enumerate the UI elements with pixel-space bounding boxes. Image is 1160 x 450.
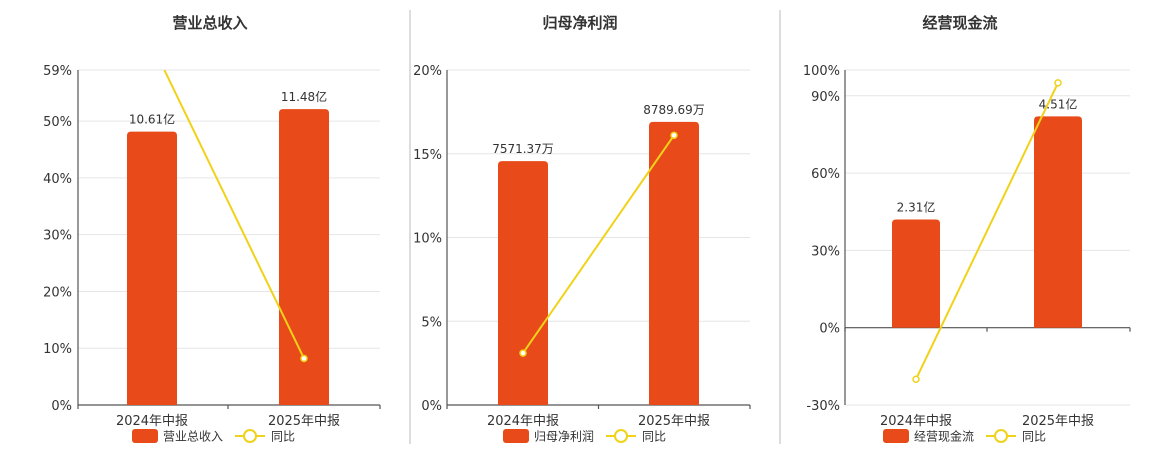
yoy-line	[915, 82, 1059, 380]
legend-line-marker	[243, 429, 257, 443]
yoy-point	[300, 354, 308, 363]
legend: 营业总收入 同比	[132, 429, 295, 444]
y-tick-label: 15%	[413, 148, 442, 163]
chart-panel-3: 经营现金流 100% 90% 60% 30% 0% -30% 2.31亿 4.51亿 2024年中…	[803, 14, 1131, 444]
bar	[649, 121, 699, 406]
yoy-point	[519, 349, 527, 357]
legend-line-label: 同比	[271, 430, 295, 444]
legend-bar-label: 营业总收入	[163, 430, 223, 444]
x-category-label: 2024年中报	[487, 414, 559, 429]
legend-bar-swatch	[883, 429, 909, 443]
yoy-point	[670, 131, 678, 140]
legend: 经营现金流 同比	[883, 429, 1046, 444]
y-tick-label: 30%	[43, 229, 72, 244]
bar	[127, 131, 177, 406]
y-tick-label: 60%	[811, 167, 840, 182]
y-tick-label: 40%	[43, 172, 72, 187]
y-tick-label: 90%	[811, 90, 840, 105]
legend-bar-label: 归母净利润	[534, 430, 594, 444]
y-tick-label: 20%	[43, 285, 72, 300]
chart-title: 归母净利润	[542, 14, 617, 32]
bar-data-label: 8789.69万	[643, 103, 705, 117]
y-tick-label: 0%	[421, 399, 442, 414]
y-tick-label: 5%	[421, 315, 442, 330]
x-category-label: 2025年中报	[1022, 414, 1094, 429]
x-category-label: 2024年中报	[880, 414, 952, 429]
y-tick-label: 20%	[413, 64, 442, 79]
bar-data-label: 7571.37万	[492, 142, 554, 156]
yoy-point	[1054, 79, 1062, 87]
y-tick-label: 10%	[43, 342, 72, 357]
x-category-label: 2025年中报	[268, 414, 340, 429]
y-tick-label: 30%	[811, 244, 840, 259]
y-tick-label: 59%	[43, 64, 72, 79]
legend-bar-label: 经营现金流	[914, 429, 974, 444]
chart-panel-1: 营业总收入 59% 50% 40% 30% 20% 10% 0% 10.61亿 11.48亿 202…	[43, 14, 381, 444]
legend-line-marker	[994, 429, 1008, 443]
y-tick-label: 10%	[413, 232, 442, 247]
chart-title: 经营现金流	[922, 14, 997, 32]
y-tick-label: 100%	[803, 64, 840, 79]
legend-line-label: 同比	[642, 430, 666, 444]
x-category-label: 2025年中报	[638, 414, 710, 429]
y-tick-label: -30%	[806, 399, 840, 414]
y-tick-label: 0%	[51, 399, 72, 414]
bar-data-label: 4.51亿	[1039, 96, 1078, 111]
x-category-label: 2024年中报	[116, 414, 188, 429]
chart-title: 营业总收入	[172, 14, 247, 32]
bar	[498, 161, 548, 405]
legend: 归母净利润 同比	[503, 429, 666, 444]
yoy-line	[522, 134, 675, 354]
y-tick-label: 50%	[43, 115, 72, 130]
legend-line-label: 同比	[1022, 430, 1046, 444]
yoy-point	[912, 375, 920, 383]
y-tick-label: 0%	[819, 322, 840, 337]
bar	[1034, 116, 1082, 328]
bar-data-label: 11.48亿	[281, 89, 327, 104]
bar-data-label: 10.61亿	[129, 112, 175, 127]
legend-bar-swatch	[503, 429, 529, 443]
legend-line-marker	[614, 429, 628, 443]
legend-bar-swatch	[132, 429, 158, 443]
bar	[892, 219, 940, 328]
bar-data-label: 2.31亿	[897, 199, 936, 214]
yoy-line	[163, 70, 305, 359]
chart-panel-2: 归母净利润 20% 15% 10% 5% 0% 7571.37万 8789.69万 2024年中…	[413, 14, 751, 444]
